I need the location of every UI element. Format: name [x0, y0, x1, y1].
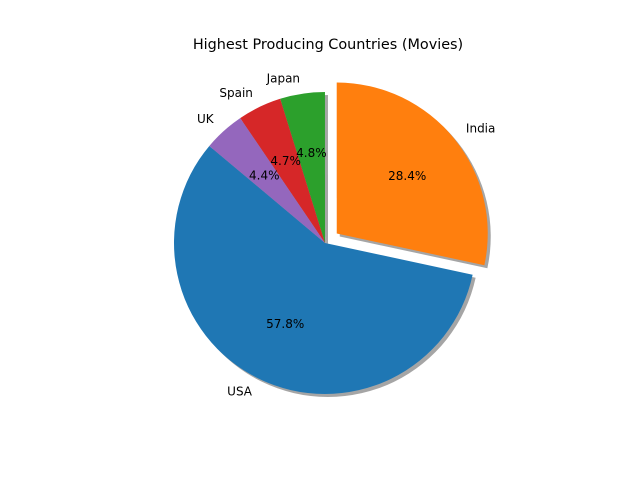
pie-slice-usa — [174, 145, 473, 394]
pie-slice-india — [336, 82, 488, 266]
percent-label-usa: 57.8% — [266, 317, 304, 331]
slice-label-india: India — [466, 122, 495, 136]
chart-title: Highest Producing Countries (Movies) — [193, 37, 463, 53]
slice-label-uk: UK — [197, 112, 215, 126]
slice-label-usa: USA — [227, 385, 253, 399]
percent-label-spain: 4.7% — [270, 154, 301, 168]
pie-slice-spain — [240, 98, 325, 244]
slice-label-japan: Japan — [266, 71, 300, 85]
slice-label-spain: Spain — [219, 86, 253, 100]
percent-label-japan: 4.8% — [296, 146, 327, 160]
percent-label-uk: 4.4% — [249, 168, 280, 182]
slice-layer — [174, 82, 488, 394]
pie-slice-uk — [209, 118, 325, 243]
percent-label-india: 28.4% — [388, 169, 426, 183]
pie-slice-japan — [280, 92, 325, 243]
label-layer: USA 57.8% India 28.4% Japan 4.8% Spain 4.7% UK 4.… — [197, 71, 495, 398]
